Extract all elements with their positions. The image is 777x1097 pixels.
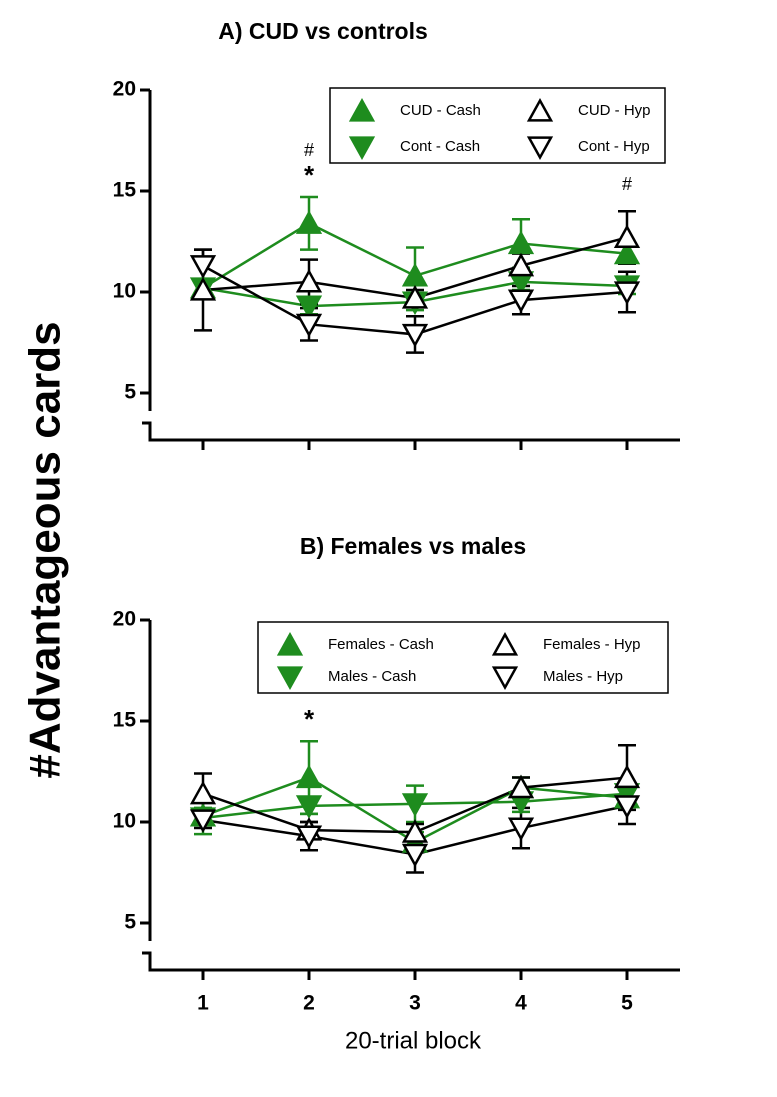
annotation: * (304, 704, 315, 734)
marker (189, 809, 217, 834)
legend-marker (348, 97, 376, 122)
legend-marker (348, 136, 376, 161)
y-tick-label: 15 (113, 179, 137, 202)
y-tick-label: 20 (113, 608, 136, 631)
y-tick-label: 10 (113, 280, 136, 303)
legend-marker (491, 631, 519, 656)
x-tick-label: 4 (515, 992, 527, 1015)
chart-title: B) Females vs males (300, 533, 526, 559)
axis-break (142, 421, 152, 440)
marker (401, 843, 429, 868)
legend-label: Females - Cash (328, 636, 434, 653)
marker (295, 764, 323, 789)
legend-box (329, 87, 666, 164)
marker (507, 817, 535, 842)
y-axis-label: #Advantageous cards (21, 321, 70, 778)
x-tick-label: 1 (197, 992, 209, 1015)
marker (507, 252, 535, 277)
legend-marker (276, 666, 304, 691)
legend-label: Cont - Hyp (578, 138, 650, 155)
annotation: * (304, 160, 315, 190)
x-tick-label: 5 (621, 992, 633, 1015)
legend-label: Males - Cash (328, 668, 416, 685)
legend-marker (491, 666, 519, 691)
y-tick-label: 10 (113, 810, 136, 833)
marker (401, 323, 429, 348)
marker (295, 825, 323, 850)
marker (507, 774, 535, 799)
marker (507, 289, 535, 314)
legend-marker (276, 631, 304, 656)
marker (189, 276, 217, 301)
legend-label: CUD - Cash (400, 102, 481, 119)
marker (295, 268, 323, 293)
marker (613, 281, 641, 306)
chart-title: A) CUD vs controls (218, 18, 428, 44)
y-tick-label: 15 (113, 709, 137, 732)
marker (613, 224, 641, 249)
legend-label: Cont - Cash (400, 138, 480, 155)
marker (613, 795, 641, 819)
legend-marker (526, 136, 554, 161)
marker (507, 230, 535, 255)
x-axis-label: 20-trial block (345, 1027, 482, 1054)
axis-break (142, 951, 152, 970)
marker (613, 240, 641, 265)
marker (295, 795, 323, 819)
legend-box (257, 621, 669, 694)
marker (401, 262, 429, 287)
marker (295, 210, 323, 234)
marker (189, 780, 217, 805)
legend-label: Males - Hyp (543, 668, 623, 685)
legend-label: CUD - Hyp (578, 102, 651, 119)
annotation: # (304, 140, 314, 160)
marker (401, 285, 429, 309)
marker (295, 295, 323, 320)
legend-marker (526, 97, 554, 122)
x-tick-label: 2 (303, 992, 315, 1015)
marker (401, 819, 429, 843)
annotation: # (622, 174, 632, 194)
marker (401, 793, 429, 817)
y-tick-label: 5 (124, 381, 136, 404)
marker (189, 255, 217, 279)
marker (613, 764, 641, 789)
y-tick-label: 5 (124, 911, 136, 934)
x-tick-label: 3 (409, 992, 421, 1015)
marker (295, 313, 323, 338)
y-tick-label: 20 (113, 78, 136, 101)
legend-label: Females - Hyp (543, 636, 641, 653)
